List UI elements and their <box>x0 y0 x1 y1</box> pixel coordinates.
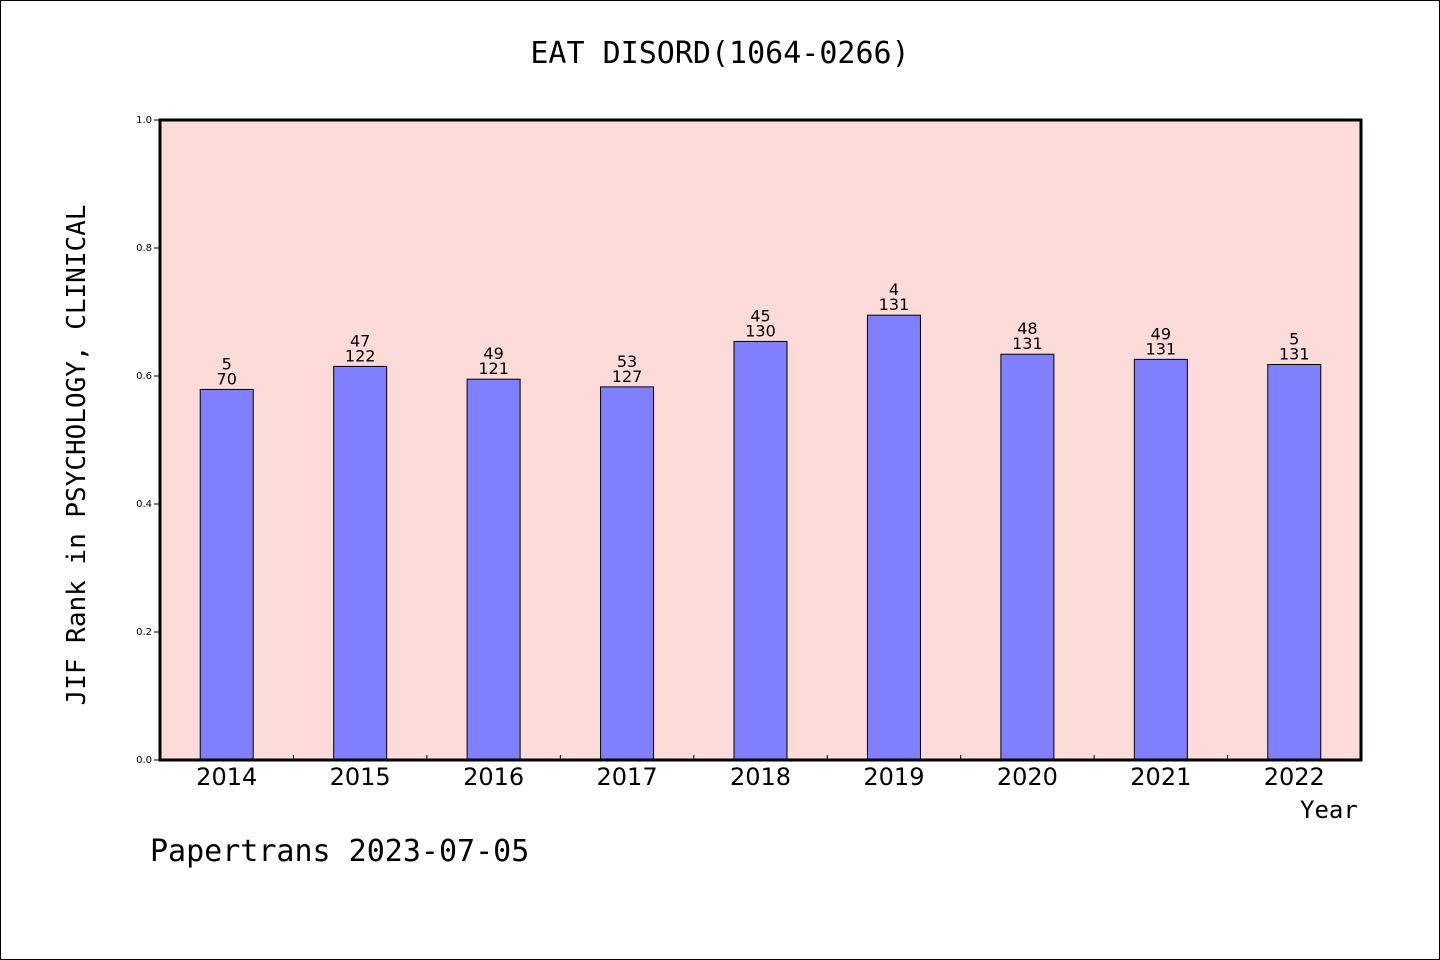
bar <box>199 388 254 761</box>
chart-title: EAT DISORD(1064-0266) <box>530 36 910 71</box>
y-tick-label: 0.6 <box>136 371 152 382</box>
x-tick-label: 2018 <box>730 763 791 791</box>
bar-total-label: 122 <box>345 346 376 365</box>
footer-watermark: Papertrans 2023-07-05 <box>150 834 530 869</box>
bar-rank-label: 49 <box>1151 324 1171 343</box>
bar-total-label: 121 <box>478 359 509 378</box>
bar-total-label: 70 <box>217 369 237 388</box>
bar <box>466 378 521 761</box>
x-tick-label: 2016 <box>463 763 524 791</box>
bar <box>1133 358 1188 761</box>
bar-rank-label: 48 <box>1017 319 1037 338</box>
bar-rank-label: 47 <box>350 331 370 350</box>
bar <box>1267 363 1322 761</box>
bar-rank-label: 4 <box>889 280 899 299</box>
y-tick-label: 0.8 <box>136 243 152 254</box>
bar <box>1000 353 1055 761</box>
bar-total-label: 131 <box>1012 334 1043 353</box>
x-tick-label: 2019 <box>863 763 924 791</box>
bar-total-label: 131 <box>1279 344 1310 363</box>
y-tick-label: 0.0 <box>136 755 152 766</box>
x-axis-label: Year <box>1300 796 1358 824</box>
bar-rank-label: 5 <box>1289 329 1299 348</box>
bar-total-label: 127 <box>612 367 643 386</box>
x-tick-label: 2015 <box>330 763 391 791</box>
bar-rank-label: 5 <box>222 354 232 373</box>
bar-rank-label: 53 <box>617 352 637 371</box>
plot-frame <box>158 118 1363 762</box>
bar <box>733 340 788 761</box>
y-tick-label: 0.2 <box>136 627 152 638</box>
bar <box>600 386 655 761</box>
bar-total-label: 131 <box>1146 339 1177 358</box>
y-tick-label: 0.4 <box>136 499 152 510</box>
bar-total-label: 131 <box>879 295 910 314</box>
x-tick-label: 2017 <box>597 763 658 791</box>
x-tick-label: 2014 <box>196 763 257 791</box>
bar-rank-label: 45 <box>750 306 770 325</box>
bar <box>333 365 388 761</box>
bar <box>866 314 921 761</box>
bar-total-label: 130 <box>745 321 776 340</box>
bar-rank-label: 49 <box>483 344 503 363</box>
x-tick-label: 2020 <box>997 763 1058 791</box>
x-tick-label: 2021 <box>1130 763 1191 791</box>
y-tick-label: 1.0 <box>136 115 152 126</box>
x-tick-label: 2022 <box>1264 763 1325 791</box>
